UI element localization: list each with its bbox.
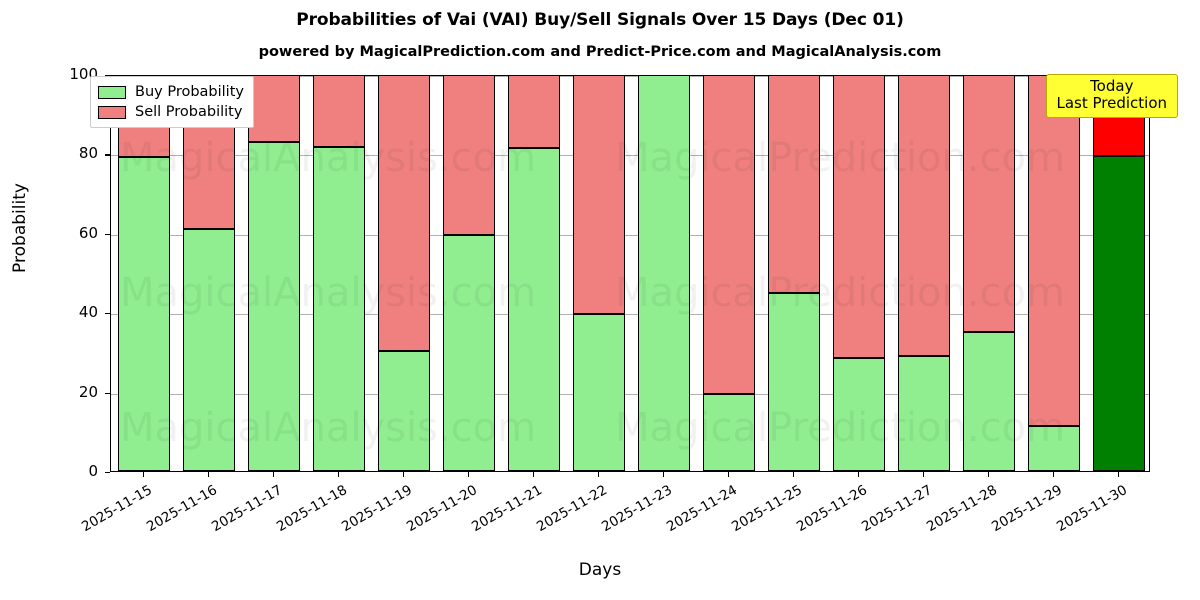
y-tick-label: 0: [88, 462, 98, 480]
legend-label-buy: Buy Probability: [135, 84, 244, 100]
bar-segment-buy[interactable]: [507, 148, 560, 471]
bar-segment-buy[interactable]: [247, 141, 300, 471]
y-tick-label: 40: [78, 303, 98, 322]
bar-group[interactable]: [442, 76, 495, 471]
bar-group[interactable]: [247, 76, 300, 471]
x-tick-mark: [532, 472, 534, 477]
bar-segment-sell[interactable]: [702, 76, 755, 394]
y-tick-label: 20: [78, 382, 98, 401]
bar-segment-sell[interactable]: [377, 76, 430, 352]
y-tick-label: 100: [69, 65, 98, 83]
x-tick-mark: [662, 472, 664, 477]
bar-segment-buy[interactable]: [767, 293, 820, 471]
x-tick-mark: [1052, 472, 1054, 477]
chart-legend: Buy Probability Sell Probability: [90, 76, 254, 128]
x-tick-mark: [142, 472, 144, 477]
x-tick-mark: [597, 472, 599, 477]
plot-inner: [111, 76, 1149, 471]
legend-item-buy: Buy Probability: [98, 82, 244, 102]
x-tick-mark: [792, 472, 794, 477]
y-axis-label: Probability: [10, 183, 30, 273]
y-gridline: [111, 314, 1149, 316]
x-tick-mark: [207, 472, 209, 477]
bar-group[interactable]: [962, 76, 1015, 471]
bar-segment-buy[interactable]: [442, 235, 495, 471]
bar-segment-buy[interactable]: [572, 314, 625, 471]
page-title: Probabilities of Vai (VAI) Buy/Sell Sign…: [296, 10, 904, 30]
x-tick-mark: [467, 472, 469, 477]
bar-segment-sell[interactable]: [767, 76, 820, 294]
bar-segment-buy[interactable]: [702, 393, 755, 471]
bar-group[interactable]: [1027, 76, 1080, 471]
bar-segment-sell[interactable]: [507, 76, 560, 149]
bar-segment-sell[interactable]: [312, 76, 365, 148]
x-tick-mark: [337, 472, 339, 477]
bar-segment-sell[interactable]: [1027, 76, 1080, 426]
y-tick-mark: [105, 233, 110, 236]
bar-segment-sell[interactable]: [832, 76, 885, 358]
bar-segment-buy[interactable]: [832, 357, 885, 471]
legend-swatch-buy: [98, 85, 126, 99]
bar-segment-sell[interactable]: [962, 76, 1015, 333]
bar-group[interactable]: [767, 76, 820, 471]
bar-group[interactable]: [182, 76, 235, 471]
y-tick-mark: [105, 313, 110, 315]
today-annotation: Today Last Prediction: [1045, 74, 1179, 118]
bar-segment-buy[interactable]: [962, 332, 1015, 471]
plot-area: [110, 75, 1150, 472]
x-tick-mark: [1117, 472, 1119, 477]
bar-group[interactable]: [507, 76, 560, 471]
bar-segment-sell[interactable]: [897, 76, 950, 356]
bar-segment-buy[interactable]: [1092, 156, 1145, 471]
bar-group[interactable]: [377, 76, 430, 471]
x-tick-mark: [402, 472, 404, 477]
x-tick-mark: [272, 472, 274, 477]
bar-group[interactable]: [312, 76, 365, 471]
y-tick-label: 80: [78, 144, 98, 163]
bar-segment-sell[interactable]: [572, 76, 625, 315]
annotation-line-2: Last Prediction: [1056, 93, 1168, 112]
bar-group[interactable]: [832, 76, 885, 471]
bar-segment-buy[interactable]: [312, 147, 365, 471]
y-gridline: [111, 234, 1149, 236]
bar-group[interactable]: [572, 76, 625, 471]
y-gridline: [111, 76, 1149, 77]
bar-segment-buy[interactable]: [377, 351, 430, 471]
y-gridline: [111, 393, 1149, 395]
annotation-line-1: Today: [1090, 77, 1134, 95]
bar-segment-buy[interactable]: [1027, 425, 1080, 471]
bar-group[interactable]: [117, 76, 170, 471]
bar-segment-buy[interactable]: [117, 157, 170, 471]
legend-swatch-sell: [98, 105, 126, 119]
bar-group[interactable]: [702, 76, 755, 471]
x-tick-mark: [727, 472, 729, 477]
y-tick-label: 60: [78, 223, 98, 242]
legend-item-sell: Sell Probability: [98, 102, 244, 122]
y-tick-mark: [105, 472, 110, 474]
bar-group[interactable]: [897, 76, 950, 471]
y-gridline: [111, 155, 1149, 157]
bar-segment-buy[interactable]: [182, 228, 235, 471]
y-tick-mark: [105, 154, 110, 156]
y-tick-mark: [105, 392, 110, 394]
bar-segment-sell[interactable]: [247, 76, 300, 142]
chart-subtitle: powered by MagicalPrediction.com and Pre…: [258, 44, 942, 60]
bar-group[interactable]: [1092, 76, 1145, 471]
x-tick-mark: [857, 472, 859, 477]
bar-segment-buy[interactable]: [897, 355, 950, 471]
x-tick-mark: [922, 472, 924, 477]
legend-label-sell: Sell Probability: [135, 104, 243, 120]
x-tick-mark: [987, 472, 989, 477]
x-axis-label: Days: [578, 560, 622, 580]
y-tick-mark: [105, 75, 110, 77]
bar-segment-buy[interactable]: [637, 76, 690, 471]
bar-group[interactable]: [637, 76, 690, 471]
bar-segment-sell[interactable]: [442, 76, 495, 236]
